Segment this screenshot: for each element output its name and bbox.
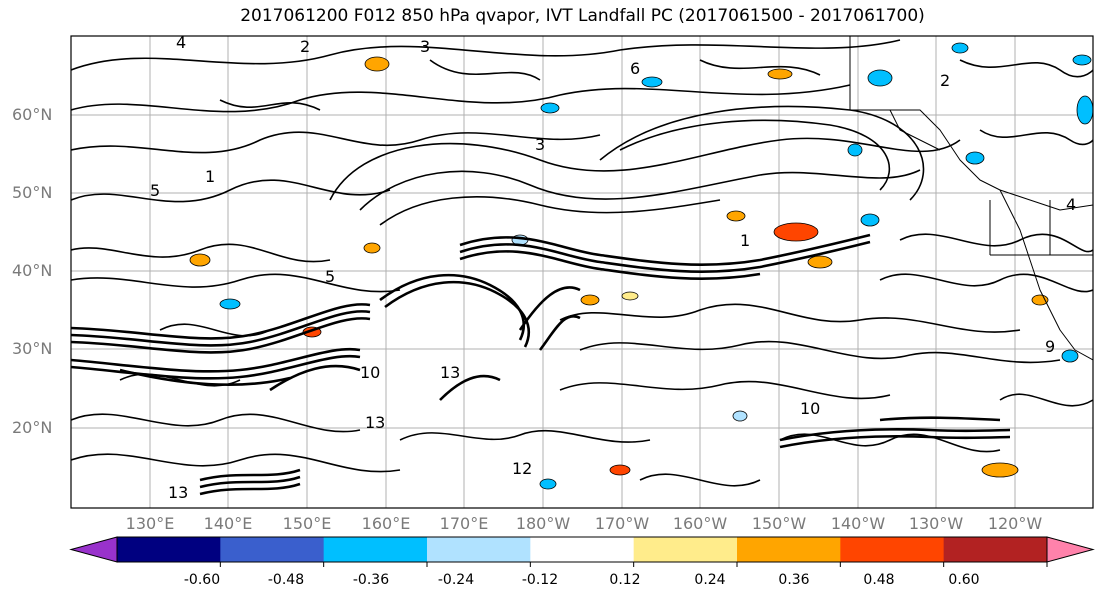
shade-blue xyxy=(867,69,893,87)
shade-orange xyxy=(580,294,600,306)
contour-label: 1 xyxy=(740,231,750,250)
shade-orange xyxy=(364,56,390,72)
lat-label: 30°N xyxy=(12,339,53,358)
colorbar-tick-label: -0.12 xyxy=(521,572,559,588)
lat-label: 40°N xyxy=(12,261,53,280)
shade-blue xyxy=(539,478,557,490)
shade-blue xyxy=(951,42,969,54)
map-title: 2017061200 F012 850 hPa qvapor, IVT Land… xyxy=(240,6,925,26)
shade-orange xyxy=(981,462,1019,478)
contour-label: 12 xyxy=(512,459,532,478)
shade-blue xyxy=(1072,54,1092,66)
shade-blue xyxy=(219,298,241,310)
lon-label: 140°E xyxy=(203,514,253,533)
lon-label: 140°W xyxy=(830,514,886,533)
lat-label: 20°N xyxy=(12,418,53,437)
shade-blue xyxy=(1061,349,1079,363)
contour-label: 9 xyxy=(1045,337,1055,356)
shade-orange xyxy=(189,253,211,267)
shade-orange xyxy=(609,464,631,476)
colorbar-tick-label: 0.36 xyxy=(778,572,810,588)
colorbar-tick-label: -0.48 xyxy=(267,572,305,588)
colorbar-tick-label: 0.24 xyxy=(694,572,726,588)
colorbar-tick-label: -0.24 xyxy=(437,572,475,588)
lon-label: 120°W xyxy=(987,514,1043,533)
shade-orange xyxy=(773,222,819,242)
lon-label: 170°W xyxy=(594,514,650,533)
colorbar-tick-label: 0.60 xyxy=(948,572,980,588)
lon-label: 160°E xyxy=(361,514,411,533)
contour-label: 6 xyxy=(630,59,640,78)
colorbar-tick-label: 0.12 xyxy=(609,572,641,588)
lon-label: 150°E xyxy=(282,514,332,533)
contour-label: 2 xyxy=(940,71,950,90)
contour-label: 1 xyxy=(205,167,215,186)
shade-blue xyxy=(860,213,880,227)
shade-blue xyxy=(965,151,985,165)
shade-orange xyxy=(726,210,746,222)
contour-label: 3 xyxy=(420,37,430,56)
contour-label: 4 xyxy=(176,33,186,52)
colorbar-tick-label: -0.36 xyxy=(352,572,390,588)
lon-label: 150°W xyxy=(751,514,807,533)
lon-label: 160°W xyxy=(672,514,728,533)
lon-label: 130°E xyxy=(125,514,175,533)
shade-orange xyxy=(1031,294,1049,306)
contour-label: 10 xyxy=(360,363,380,382)
shade-blue xyxy=(847,143,863,157)
lat-label: 50°N xyxy=(12,183,53,202)
contour-label: 13 xyxy=(440,363,460,382)
lat-label: 60°N xyxy=(12,105,53,124)
shade-orange xyxy=(621,291,639,301)
contour-label: 3 xyxy=(535,135,545,154)
colorbar-tick-label: 0.48 xyxy=(863,572,895,588)
colorbar-tick-label: -0.60 xyxy=(183,572,221,588)
shade-orange xyxy=(807,255,833,269)
lon-label: 180°W xyxy=(515,514,571,533)
contour-label: 13 xyxy=(365,413,385,432)
contour-lines-thick xyxy=(71,233,1011,496)
contour-lines-thin xyxy=(71,39,1093,487)
shading-blobs xyxy=(189,42,1093,490)
lon-label: 130°W xyxy=(908,514,964,533)
contour-label: 10 xyxy=(800,399,820,418)
coastline xyxy=(849,36,1093,361)
shade-orange xyxy=(363,242,381,254)
map-frame xyxy=(70,35,1094,509)
shade-blue xyxy=(1076,95,1093,125)
contour-label: 4 xyxy=(1066,195,1076,214)
contour-label: 2 xyxy=(300,37,310,56)
lon-label: 170°E xyxy=(439,514,489,533)
shade-blue xyxy=(732,410,748,422)
contour-label: 13 xyxy=(168,483,188,502)
contour-labels: 4 3 2 6 5 3 10 13 1 9 12 13 4 10 13 2 1 5 xyxy=(150,33,1076,502)
shade-orange xyxy=(767,68,793,80)
contour-label: 5 xyxy=(325,267,335,286)
colorbar-ticks xyxy=(219,562,1048,567)
map-panel: 4 3 2 6 5 3 10 13 1 9 12 13 4 10 13 2 1 5 xyxy=(70,33,1094,509)
contour-label: 5 xyxy=(150,181,160,200)
shade-blue xyxy=(540,102,560,114)
shade-blue xyxy=(641,76,663,88)
